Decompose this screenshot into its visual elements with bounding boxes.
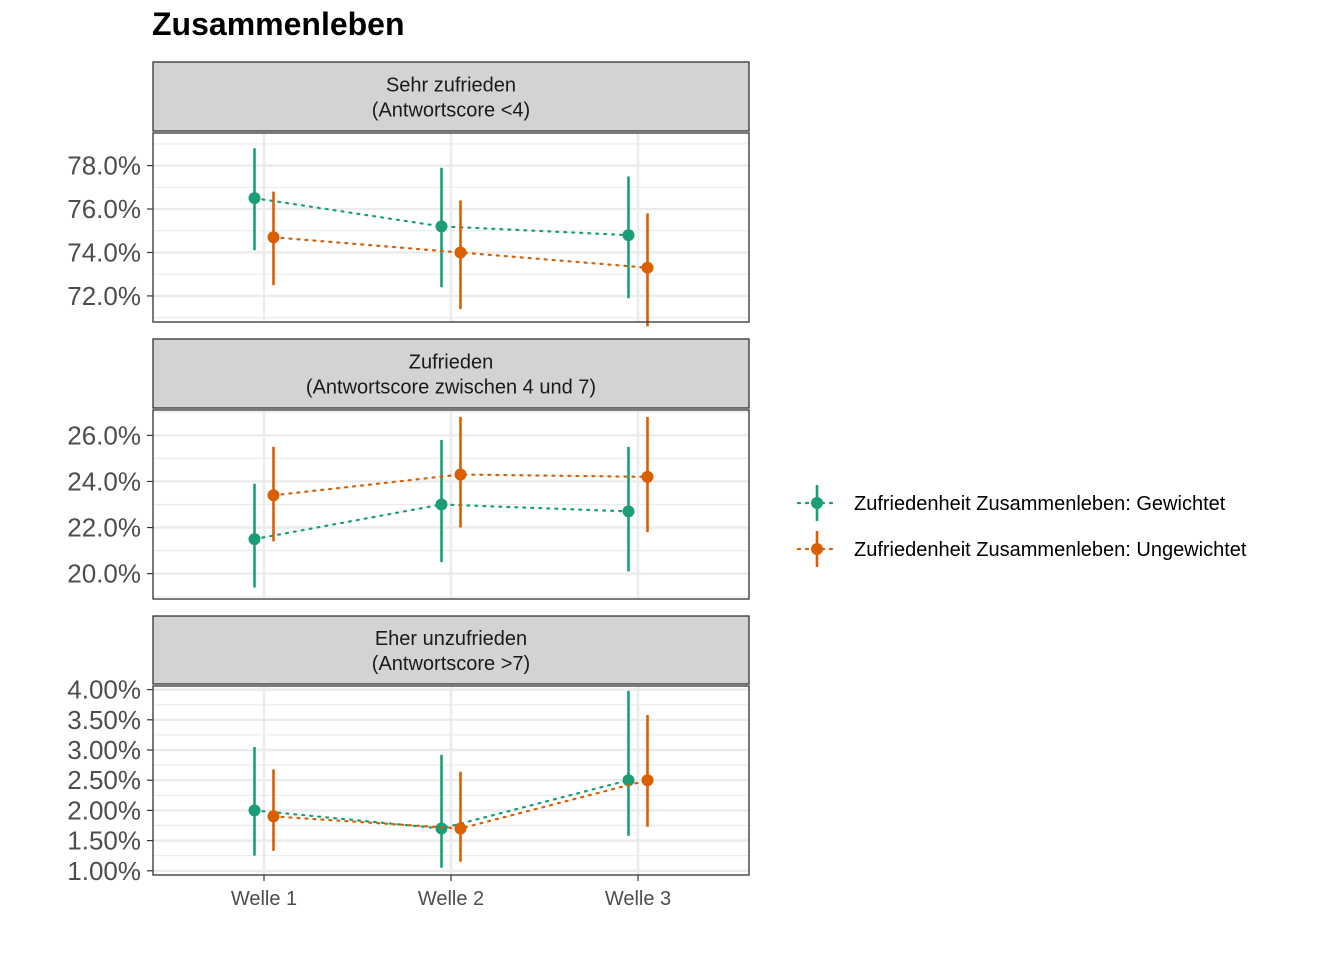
series-line (272, 473, 649, 497)
data-point (454, 246, 467, 259)
panel-border (152, 409, 750, 600)
y-tick-label: 72.0% (67, 281, 141, 311)
y-tick-label: 78.0% (67, 151, 141, 181)
data-point (454, 822, 467, 835)
data-point (622, 505, 635, 518)
y-tick-label: 2.50% (67, 765, 141, 795)
data-point (435, 822, 448, 835)
x-tick-label: Welle 2 (418, 888, 484, 910)
data-point (641, 470, 654, 483)
data-point (641, 774, 654, 787)
legend-key-point (811, 497, 823, 509)
series-line (272, 236, 649, 269)
legend-label: Zufriedenheit Zusammenleben: Ungewichtet (854, 539, 1247, 561)
facet-strip-label: (Antwortscore >7) (372, 653, 530, 675)
facet-strip-label: (Antwortscore zwischen 4 und 7) (306, 377, 596, 399)
data-point (267, 810, 280, 823)
data-point (641, 261, 654, 274)
y-tick-label: 74.0% (67, 237, 141, 267)
panel-border (152, 132, 750, 323)
data-point (454, 468, 467, 481)
facet-strip-label: Eher unzufrieden (375, 628, 527, 650)
data-point (267, 231, 280, 244)
y-tick-label: 1.50% (67, 826, 141, 856)
data-point (248, 533, 261, 546)
panel-1: Sehr zufrieden (Antwortscore <4) 72.0% 74.0… (67, 61, 750, 327)
y-tick-label: 3.00% (67, 735, 141, 765)
data-point (248, 804, 261, 817)
chart-title: Zusammenleben (152, 6, 405, 42)
y-tick-label: 26.0% (67, 420, 141, 450)
facet-strip (152, 615, 750, 685)
data-point (248, 192, 261, 205)
y-tick-label: 76.0% (67, 194, 141, 224)
panel-2: Zufrieden (Antwortscore zwischen 4 und 7)… (67, 338, 750, 600)
y-tick-label: 4.00% (67, 675, 141, 705)
x-tick-label: Welle 1 (231, 888, 297, 910)
y-tick-label: 24.0% (67, 466, 141, 496)
series-line (253, 503, 630, 541)
legend-label: Zufriedenheit Zusammenleben: Gewichtet (854, 493, 1226, 515)
facet-strip (152, 338, 750, 409)
facet-strip-label: Sehr zufrieden (386, 75, 516, 97)
facet-strip (152, 61, 750, 132)
data-point (622, 774, 635, 787)
legend-key-point (811, 543, 823, 555)
y-tick-label: 22.0% (67, 513, 141, 543)
y-tick-label: 1.00% (67, 856, 141, 886)
y-tick-label: 2.00% (67, 795, 141, 825)
y-tick-label: 20.0% (67, 559, 141, 589)
legend: Zufriedenheit Zusammenleben: Gewichtet Zu… (796, 485, 1247, 567)
data-point (435, 220, 448, 233)
data-point (267, 489, 280, 502)
y-tick-label: 3.50% (67, 705, 141, 735)
data-point (622, 229, 635, 242)
facet-strip-label: Zufrieden (409, 352, 494, 374)
series-line (253, 197, 630, 237)
x-tick-label: Welle 3 (605, 888, 671, 910)
panel-3: Eher unzufrieden (Antwortscore >7) 1.00%1.… (67, 615, 750, 886)
data-point (435, 498, 448, 511)
facet-strip-label: (Antwortscore <4) (372, 100, 530, 122)
